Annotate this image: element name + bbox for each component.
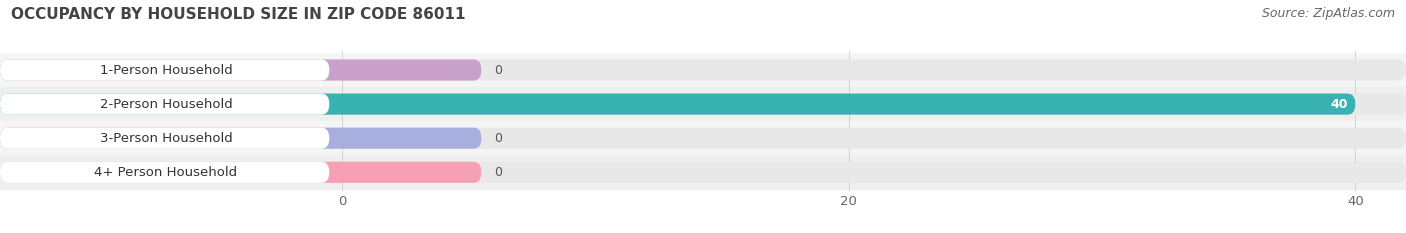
Text: 40: 40 <box>1330 98 1348 111</box>
Text: 0: 0 <box>494 166 502 179</box>
Text: 0: 0 <box>494 132 502 145</box>
Text: 1-Person Household: 1-Person Household <box>100 64 232 76</box>
FancyBboxPatch shape <box>0 162 481 183</box>
FancyBboxPatch shape <box>0 93 1355 115</box>
FancyBboxPatch shape <box>0 128 1406 149</box>
Bar <box>0 87 1406 121</box>
FancyBboxPatch shape <box>0 59 481 81</box>
Text: 0: 0 <box>494 64 502 76</box>
FancyBboxPatch shape <box>0 162 329 183</box>
Text: Source: ZipAtlas.com: Source: ZipAtlas.com <box>1261 7 1395 20</box>
FancyBboxPatch shape <box>0 93 1406 115</box>
FancyBboxPatch shape <box>0 59 1406 81</box>
Bar <box>0 121 1406 155</box>
Text: 4+ Person Household: 4+ Person Household <box>94 166 238 179</box>
Bar <box>0 53 1406 87</box>
FancyBboxPatch shape <box>0 59 329 81</box>
FancyBboxPatch shape <box>0 93 329 115</box>
Text: OCCUPANCY BY HOUSEHOLD SIZE IN ZIP CODE 86011: OCCUPANCY BY HOUSEHOLD SIZE IN ZIP CODE … <box>11 7 465 22</box>
FancyBboxPatch shape <box>0 128 329 149</box>
FancyBboxPatch shape <box>0 128 481 149</box>
FancyBboxPatch shape <box>0 162 1406 183</box>
Bar <box>0 155 1406 189</box>
Text: 3-Person Household: 3-Person Household <box>100 132 232 145</box>
Text: 2-Person Household: 2-Person Household <box>100 98 232 111</box>
